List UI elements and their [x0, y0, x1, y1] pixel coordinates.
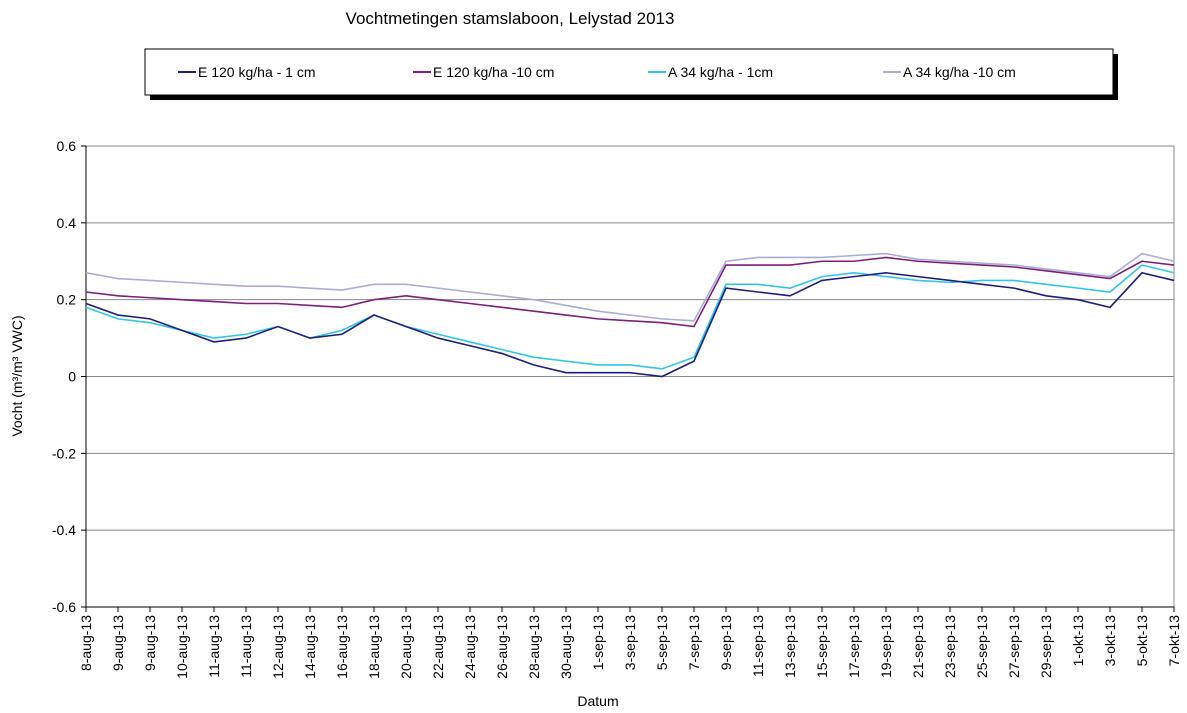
y-tick-label: 0.2 — [57, 292, 77, 308]
y-tick-label: -0.4 — [52, 522, 76, 538]
y-axis-label: Vocht (m³/m³ VWC) — [9, 315, 25, 436]
x-tick-label: 3-sep-13 — [622, 615, 638, 670]
legend-label: A 34 kg/ha -10 cm — [903, 64, 1016, 80]
x-tick-label: 1-sep-13 — [590, 615, 606, 670]
x-tick-label: 27-sep-13 — [1006, 615, 1022, 678]
legend — [144, 48, 1114, 96]
x-tick-label: 17-sep-13 — [846, 615, 862, 678]
x-tick-label: 23-sep-13 — [942, 615, 958, 678]
x-tick-label: 13-sep-13 — [782, 615, 798, 678]
legend-label: A 34 kg/ha - 1cm — [668, 64, 773, 80]
y-tick-label: -0.6 — [52, 599, 76, 615]
x-tick-label: 22-aug-13 — [430, 615, 446, 679]
x-tick-label: 9-sep-13 — [718, 615, 734, 670]
x-tick-label: 12-aug-13 — [270, 615, 286, 679]
x-tick-label: 21-sep-13 — [910, 615, 926, 678]
x-tick-label: 24-aug-13 — [462, 615, 478, 679]
x-tick-label: 28-aug-13 — [526, 615, 542, 679]
x-tick-label: 18-aug-13 — [366, 615, 382, 679]
legend-label: E 120 kg/ha -10 cm — [433, 64, 554, 80]
series-line — [85, 252, 1175, 322]
x-tick-label: 10-aug-13 — [174, 615, 190, 679]
chart-title: Vochtmetingen stamslaboon, Lelystad 2013 — [346, 9, 675, 28]
y-tick-label: 0 — [68, 369, 76, 385]
x-tick-label: 29-sep-13 — [1038, 615, 1054, 678]
x-tick-label: 9-aug-13 — [142, 615, 158, 671]
x-axis-label: Datum — [577, 693, 618, 709]
x-tick-label: 7-sep-13 — [686, 615, 702, 670]
x-tick-label: 5-okt-13 — [1134, 615, 1150, 667]
x-tick-label: 15-sep-13 — [814, 615, 830, 678]
y-tick-label: 0.6 — [57, 138, 77, 154]
x-tick-label: 26-aug-13 — [494, 615, 510, 679]
x-tick-label: 9-aug-13 — [110, 615, 126, 671]
x-tick-label: 20-aug-13 — [398, 615, 414, 679]
x-tick-label: 11-aug-13 — [238, 615, 254, 678]
x-tick-label: 7-okt-13 — [1166, 615, 1182, 667]
x-tick-label: 19-sep-13 — [878, 615, 894, 678]
series-line — [85, 256, 1175, 328]
x-tick-label: 1-okt-13 — [1070, 615, 1086, 667]
x-tick-label: 30-aug-13 — [558, 615, 574, 679]
x-tick-label: 14-aug-13 — [302, 615, 318, 679]
x-tick-label: 5-sep-13 — [654, 615, 670, 670]
x-tick-label: 8-aug-13 — [78, 615, 94, 671]
legend-label: E 120 kg/ha - 1 cm — [198, 64, 316, 80]
x-tick-label: 25-sep-13 — [974, 615, 990, 678]
x-tick-label: 16-aug-13 — [334, 615, 350, 679]
x-tick-label: 3-okt-13 — [1102, 615, 1118, 667]
x-tick-label: 11-aug-13 — [206, 615, 222, 678]
series-line — [85, 271, 1175, 378]
x-tick-label: 11-sep-13 — [750, 615, 766, 677]
y-tick-label: 0.4 — [57, 215, 77, 231]
y-tick-label: -0.2 — [52, 445, 76, 461]
series-line — [85, 264, 1175, 370]
